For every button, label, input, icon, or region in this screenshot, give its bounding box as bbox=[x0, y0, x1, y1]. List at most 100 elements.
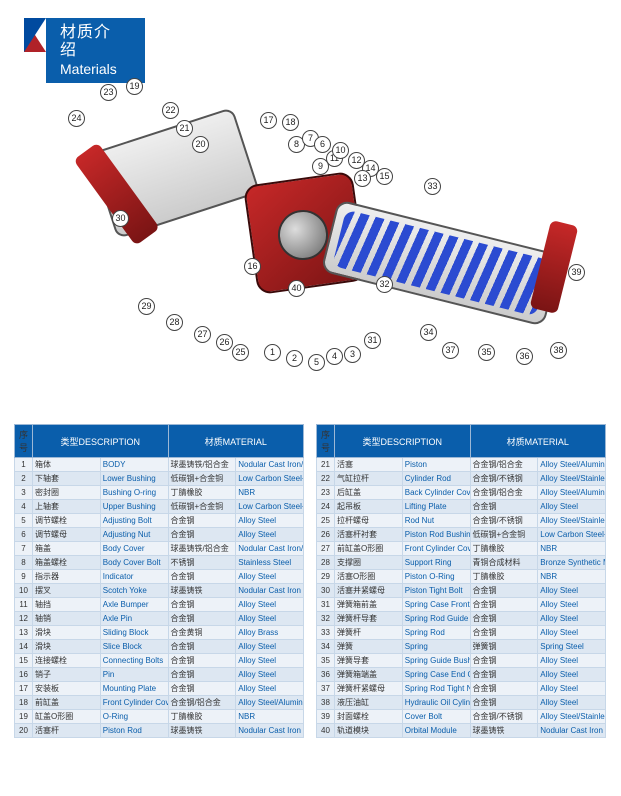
cell-mat-cn: 合金钢 bbox=[168, 654, 236, 668]
cell-desc-cn: 活塞并紧螺母 bbox=[335, 584, 403, 598]
cell-num: 28 bbox=[317, 556, 335, 570]
cell-desc-en: Spring Case Front Cover bbox=[402, 598, 470, 612]
table-row: 19缸盖O形圈O-Ring丁腈橡胶NBR bbox=[15, 710, 304, 724]
cell-mat-cn: 合金钢 bbox=[168, 514, 236, 528]
cell-num: 38 bbox=[317, 696, 335, 710]
table-row: 38液压油缸Hydraulic Oil Cylinder合金钢Alloy Ste… bbox=[317, 696, 606, 710]
materials-table-right: 序号 类型DESCRIPTION 材质MATERIAL 21活塞Piston合金… bbox=[316, 424, 606, 738]
cell-desc-en: BODY bbox=[100, 458, 168, 472]
cell-num: 40 bbox=[317, 724, 335, 738]
exploded-diagram: 2319242221201718876119101214131533301640… bbox=[20, 88, 600, 408]
cell-desc-cn: 轨道模块 bbox=[335, 724, 403, 738]
cell-desc-cn: 弹簧杆导套 bbox=[335, 612, 403, 626]
cell-mat-cn: 合金钢 bbox=[168, 570, 236, 584]
table-row: 29活塞O形圈Piston O-Ring丁腈橡胶NBR bbox=[317, 570, 606, 584]
cell-mat-en: Alloy Steel bbox=[236, 612, 304, 626]
table-row: 2下轴套Lower Bushing低碳钢+合金铜Low Carbon Steel… bbox=[15, 472, 304, 486]
table-row: 33弹簧杆Spring Rod合金钢Alloy Steel bbox=[317, 626, 606, 640]
cell-num: 20 bbox=[15, 724, 33, 738]
cell-desc-en: Rod Nut bbox=[402, 514, 470, 528]
table-row: 10摆叉Scotch Yoke球墨铸铁Nodular Cast Iron bbox=[15, 584, 304, 598]
cell-desc-en: Bushing O-ring bbox=[100, 486, 168, 500]
th-desc-en: DESCRIPTION bbox=[79, 437, 141, 447]
table-row: 21活塞Piston合金钢/铝合金Alloy Steel/Aluminium A… bbox=[317, 458, 606, 472]
table-row: 6调节螺母Adjusting Nut合金钢Alloy Steel bbox=[15, 528, 304, 542]
callout-10: 10 bbox=[332, 142, 349, 159]
th-mat-cn: 材质 bbox=[205, 437, 223, 447]
cell-mat-en: Low Carbon Steel+Copper Alloy bbox=[236, 500, 304, 514]
cell-mat-en: Nodular Cast Iron/Aluminium Alloy bbox=[236, 542, 304, 556]
cell-mat-en: Alloy Steel bbox=[538, 612, 606, 626]
callout-3: 3 bbox=[344, 346, 361, 363]
cell-mat-en: NBR bbox=[538, 542, 606, 556]
cell-desc-en: Adjusting Nut bbox=[100, 528, 168, 542]
cell-desc-en: Cylinder Rod bbox=[402, 472, 470, 486]
cell-desc-en: Body Cover bbox=[100, 542, 168, 556]
cell-mat-en: Nodular Cast Iron bbox=[236, 724, 304, 738]
cell-mat-en: Alloy Steel bbox=[538, 682, 606, 696]
cell-mat-cn: 低碳钢+合金铜 bbox=[470, 528, 538, 542]
callout-37: 37 bbox=[442, 342, 459, 359]
callout-16: 16 bbox=[244, 258, 261, 275]
cell-desc-cn: 上轴套 bbox=[33, 500, 101, 514]
cell-num: 13 bbox=[15, 626, 33, 640]
table-row: 28支撑圈Support Ring青铜合成材料Bronze Synthetic … bbox=[317, 556, 606, 570]
cell-mat-cn: 合金钢 bbox=[470, 654, 538, 668]
cell-mat-cn: 合金钢 bbox=[470, 696, 538, 710]
table-row: 12轴销Axle Pin合金钢Alloy Steel bbox=[15, 612, 304, 626]
table-row: 39封面螺栓Cover Bolt合金钢/不锈钢Alloy Steel/Stain… bbox=[317, 710, 606, 724]
cell-desc-cn: 密封圈 bbox=[33, 486, 101, 500]
cell-num: 21 bbox=[317, 458, 335, 472]
cell-num: 18 bbox=[15, 696, 33, 710]
cell-num: 36 bbox=[317, 668, 335, 682]
cell-mat-cn: 合金钢 bbox=[168, 528, 236, 542]
table-row: 34弹簧Spring弹簧钢Spring Steel bbox=[317, 640, 606, 654]
cell-mat-en: Alloy Steel bbox=[538, 626, 606, 640]
th-desc-en: DESCRIPTION bbox=[381, 437, 443, 447]
materials-table-left: 序号 类型DESCRIPTION 材质MATERIAL 1箱体BODY球墨铸铁/… bbox=[14, 424, 304, 738]
spring-cylinder bbox=[320, 199, 561, 326]
callout-9: 9 bbox=[312, 158, 329, 175]
cell-desc-en: Spring Rod bbox=[402, 626, 470, 640]
cell-desc-cn: 连接螺栓 bbox=[33, 654, 101, 668]
cell-num: 1 bbox=[15, 458, 33, 472]
callout-5: 5 bbox=[308, 354, 325, 371]
cell-mat-en: Nodular Cast Iron/Aluminium Alloy bbox=[236, 458, 304, 472]
cell-num: 15 bbox=[15, 654, 33, 668]
th-mat: 材质MATERIAL bbox=[470, 425, 606, 458]
cell-num: 34 bbox=[317, 640, 335, 654]
cell-desc-en: Hydraulic Oil Cylinder bbox=[402, 696, 470, 710]
cell-desc-en: Upper Bushing bbox=[100, 500, 168, 514]
cell-num: 17 bbox=[15, 682, 33, 696]
table-row: 22气缸拉杆Cylinder Rod合金钢/不锈钢Alloy Steel/Sta… bbox=[317, 472, 606, 486]
cell-desc-en: Sliding Block bbox=[100, 626, 168, 640]
cell-mat-cn: 低碳钢+合金铜 bbox=[168, 500, 236, 514]
cell-num: 26 bbox=[317, 528, 335, 542]
th-desc: 类型DESCRIPTION bbox=[33, 425, 169, 458]
cell-num: 30 bbox=[317, 584, 335, 598]
cell-desc-cn: 封面螺栓 bbox=[335, 710, 403, 724]
callout-34: 34 bbox=[420, 324, 437, 341]
table-row: 30活塞并紧螺母Piston Tight Bolt合金钢Alloy Steel bbox=[317, 584, 606, 598]
table-row: 23后缸盖Back Cylinder Cover合金钢/铝合金Alloy Ste… bbox=[317, 486, 606, 500]
cell-mat-en: Low Carbon Steel+Copper Alloy bbox=[236, 472, 304, 486]
callout-32: 32 bbox=[376, 276, 393, 293]
cell-desc-cn: 液压油缸 bbox=[335, 696, 403, 710]
spring-coil bbox=[332, 209, 550, 316]
cell-desc-cn: 安装板 bbox=[33, 682, 101, 696]
cell-mat-cn: 丁腈橡胶 bbox=[470, 570, 538, 584]
cell-mat-en: Stainless Steel bbox=[236, 556, 304, 570]
cell-desc-en: Spring Guide Bush bbox=[402, 654, 470, 668]
th-mat-cn: 材质 bbox=[507, 437, 525, 447]
cell-desc-en: Piston bbox=[402, 458, 470, 472]
callout-33: 33 bbox=[424, 178, 441, 195]
cell-mat-en: Alloy Steel/Stainless Steel bbox=[538, 514, 606, 528]
table-row: 5调节螺栓Adjusting Bolt合金钢Alloy Steel bbox=[15, 514, 304, 528]
callout-19: 19 bbox=[126, 78, 143, 95]
cell-desc-cn: 前缸盖 bbox=[33, 696, 101, 710]
table-row: 31弹簧箱前盖Spring Case Front Cover合金钢Alloy S… bbox=[317, 598, 606, 612]
callout-35: 35 bbox=[478, 344, 495, 361]
cell-mat-cn: 合金钢 bbox=[470, 682, 538, 696]
cell-desc-cn: 支撑圈 bbox=[335, 556, 403, 570]
table-row: 15连接螺栓Connecting Bolts合金钢Alloy Steel bbox=[15, 654, 304, 668]
